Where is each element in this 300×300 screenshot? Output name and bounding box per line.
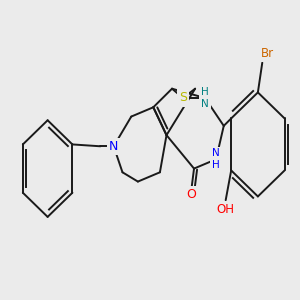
Text: S: S bbox=[179, 92, 187, 104]
Text: N: N bbox=[109, 140, 118, 153]
Text: Br: Br bbox=[261, 47, 274, 60]
Text: N
H: N H bbox=[212, 148, 220, 170]
Text: OH: OH bbox=[217, 203, 235, 216]
Text: O: O bbox=[186, 188, 196, 201]
Text: H
N: H N bbox=[201, 87, 209, 109]
